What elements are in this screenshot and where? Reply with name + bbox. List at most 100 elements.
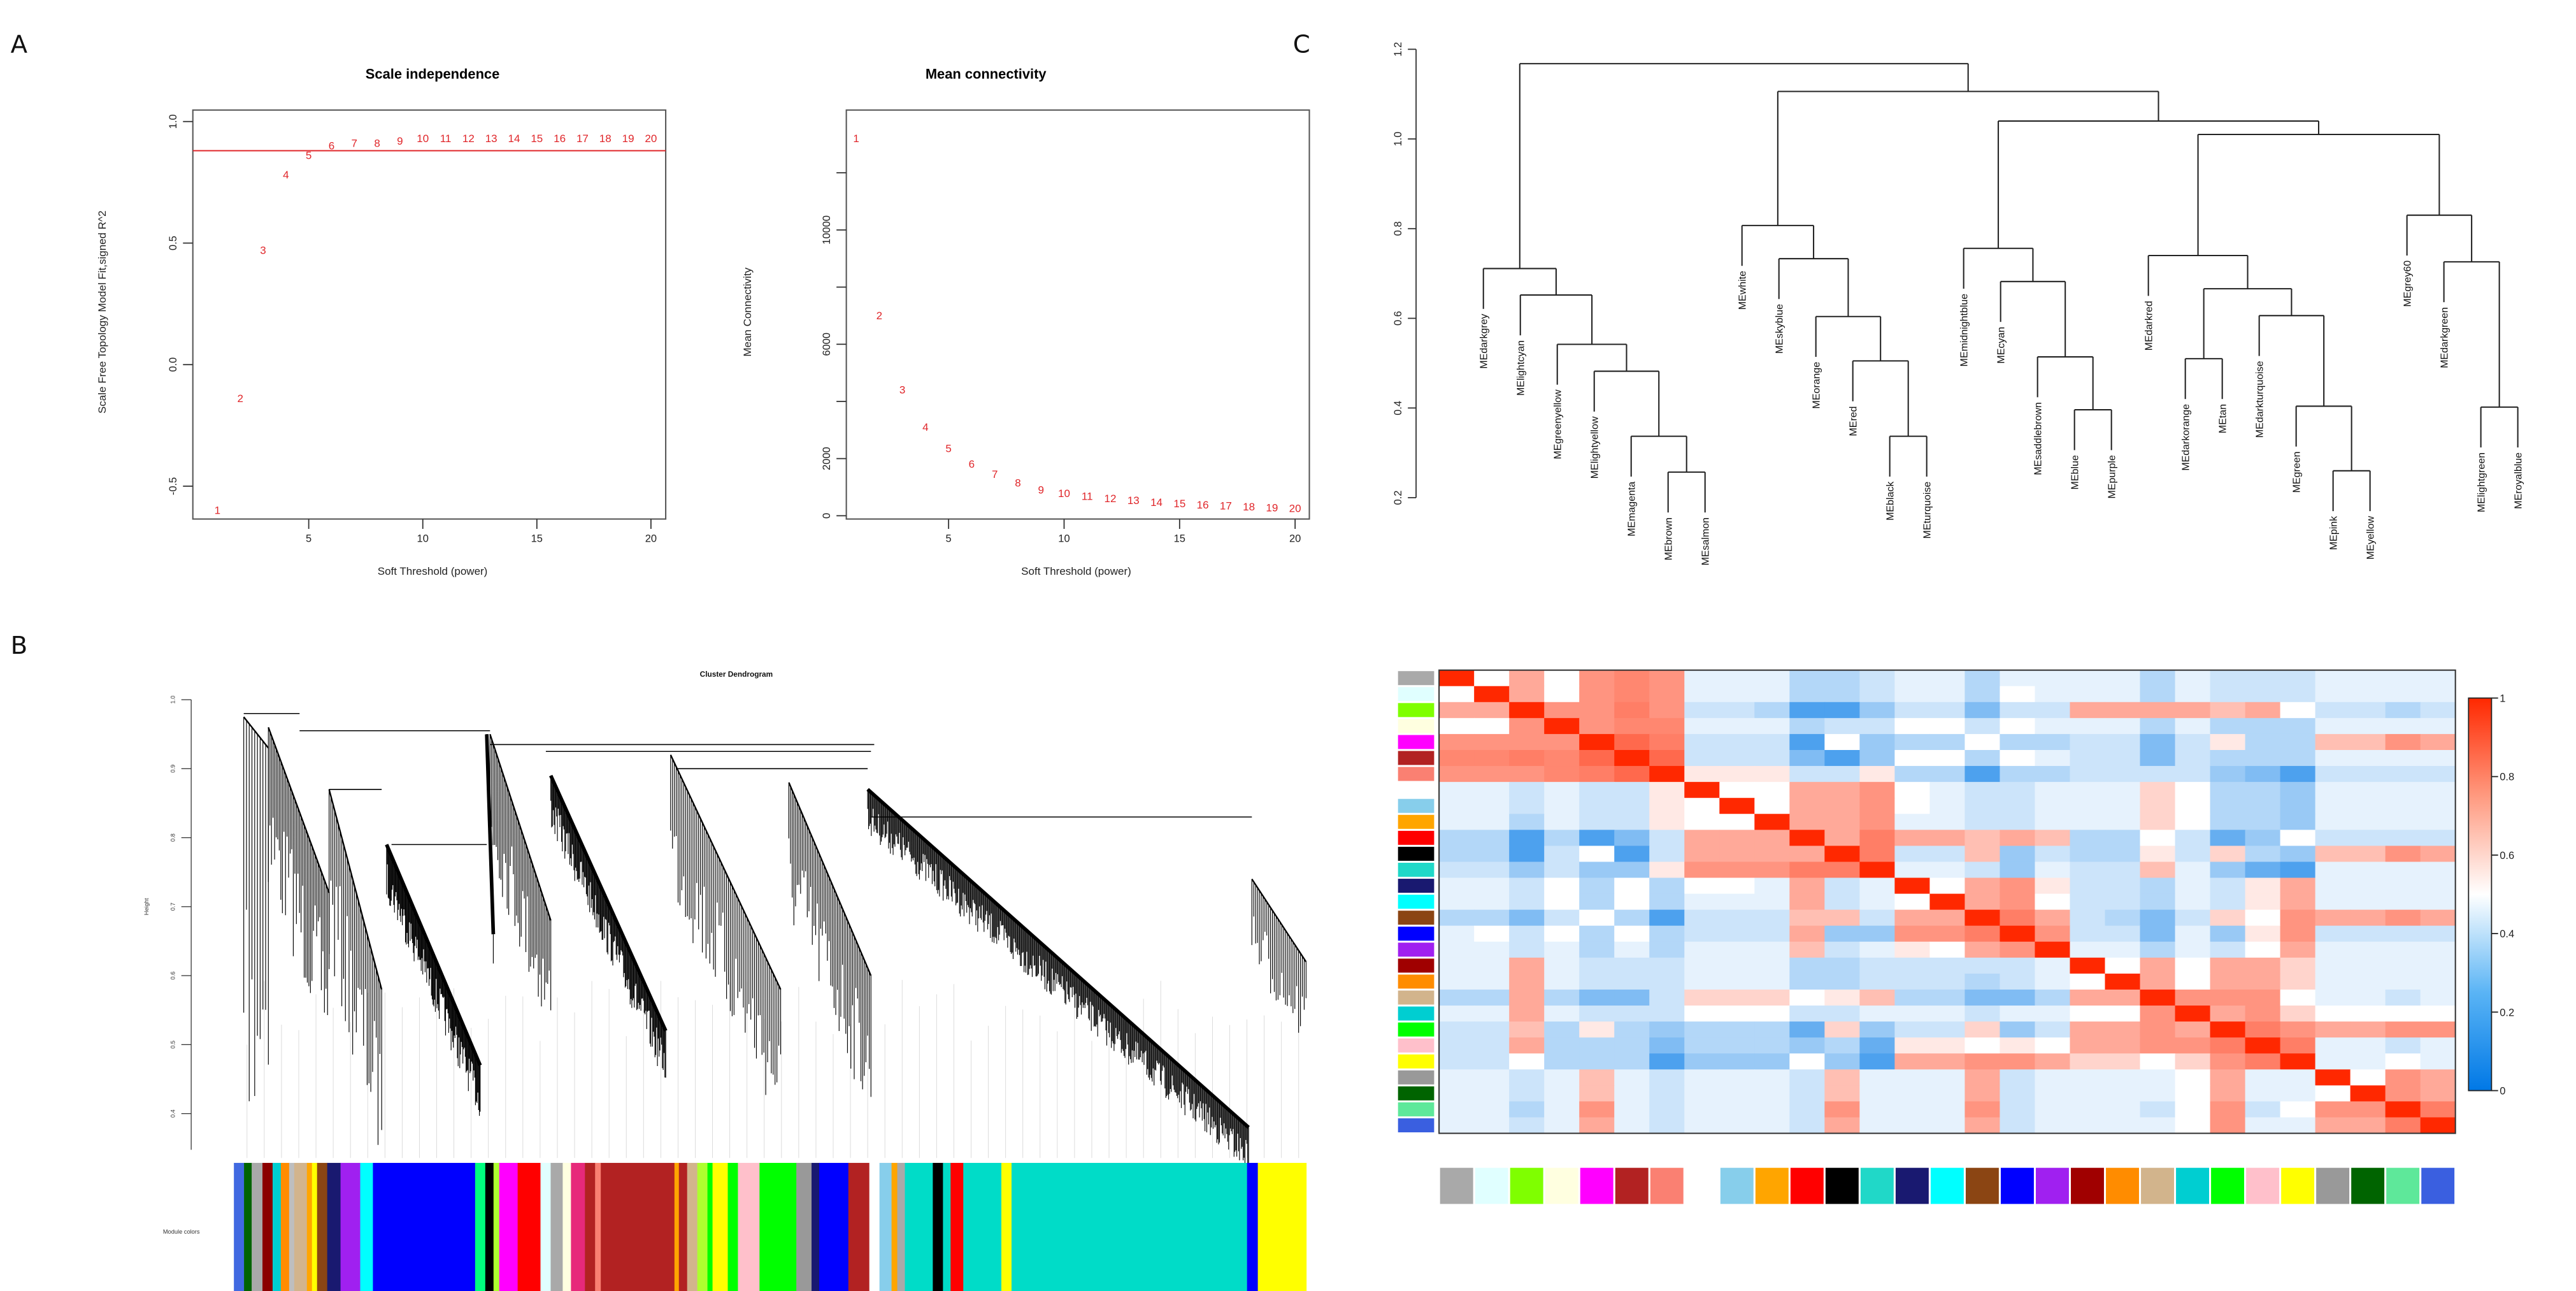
branch-spine bbox=[866, 788, 1250, 1129]
heatmap-cell bbox=[2035, 814, 2071, 831]
leaf-label: MEgreen bbox=[2291, 452, 2302, 493]
heatmap-cell bbox=[1964, 814, 2001, 831]
heatmap-cell bbox=[1859, 1021, 1896, 1038]
heatmap-cell bbox=[2000, 909, 2036, 927]
heatmap-cell bbox=[1474, 782, 1510, 798]
heatmap-cell bbox=[1579, 846, 1615, 863]
heatmap-cell bbox=[2385, 941, 2421, 958]
heatmap-cell bbox=[2175, 893, 2211, 911]
heatmap-cell bbox=[2000, 877, 2036, 895]
eigengene-dendrogram: 0.2 0.4 0.6 0.8 1.0 1.2 MEbrown MEsalmon MEmagen… bbox=[1392, 42, 2524, 566]
y-tick-label: 0.7 bbox=[169, 902, 176, 911]
heatmap-cells bbox=[1398, 670, 2456, 1204]
heatmap-cell bbox=[2420, 989, 2456, 1006]
heatmap-cell bbox=[1859, 1101, 1896, 1118]
heatmap-cell bbox=[2245, 670, 2281, 687]
heatmap-cell bbox=[2245, 798, 2281, 815]
heatmap-cell bbox=[2385, 718, 2421, 735]
heatmap-cell bbox=[2105, 925, 2141, 942]
heatmap-cell bbox=[1439, 733, 1475, 751]
heatmap-cell bbox=[1789, 782, 1826, 798]
data-point-label: 9 bbox=[1038, 484, 1043, 496]
heatmap-cell bbox=[1544, 877, 1580, 895]
heatmap-cell bbox=[1789, 1021, 1826, 1038]
data-point-label: 15 bbox=[1173, 498, 1185, 510]
heatmap-cell bbox=[1544, 830, 1580, 847]
data-point-label: 6 bbox=[329, 140, 334, 152]
heatmap-cell bbox=[1579, 925, 1615, 942]
branch-cluster bbox=[489, 734, 552, 1011]
heatmap-cell bbox=[2280, 957, 2316, 974]
module-color-block bbox=[485, 1162, 494, 1291]
heatmap-cell bbox=[1789, 925, 1826, 942]
leaf-label: MEorange bbox=[1811, 362, 1822, 409]
heatmap-cell bbox=[2140, 1053, 2176, 1071]
heatmap-cell bbox=[2280, 733, 2316, 751]
heatmap-cell bbox=[2280, 862, 2316, 879]
heatmap-cell bbox=[2210, 1101, 2246, 1118]
heatmap-cell bbox=[2245, 718, 2281, 735]
x-axis-label: Soft Threshold (power) bbox=[1021, 565, 1131, 577]
heatmap-cell bbox=[1719, 1006, 1756, 1022]
heatmap-cell bbox=[2420, 893, 2456, 911]
leaf-label: MEroyalblue bbox=[2513, 452, 2524, 509]
heatmap-cell bbox=[2245, 766, 2281, 783]
heatmap-cell bbox=[2175, 1053, 2211, 1071]
heatmap-cell bbox=[1929, 766, 1966, 783]
heatmap-cell bbox=[1544, 1117, 1580, 1134]
module-color-block bbox=[306, 1162, 313, 1291]
heatmap-cell bbox=[1964, 1053, 2001, 1071]
heatmap-cell bbox=[2420, 1069, 2456, 1086]
y-tick-label: 2000 bbox=[821, 447, 833, 470]
module-color-block bbox=[1257, 1162, 1307, 1291]
module-color-block bbox=[234, 1162, 245, 1291]
heatmap-cell bbox=[2140, 1006, 2176, 1022]
heatmap-cell bbox=[1789, 862, 1826, 879]
heatmap-cell bbox=[1684, 814, 1721, 831]
heatmap-cell bbox=[2210, 846, 2246, 863]
heatmap-cell bbox=[2210, 814, 2246, 831]
heatmap-cell bbox=[1964, 670, 2001, 687]
heatmap-cell bbox=[2315, 877, 2351, 895]
heatmap-cell bbox=[1614, 877, 1650, 895]
heatmap-cell bbox=[2280, 702, 2316, 719]
column-module-swatch bbox=[1650, 1167, 1684, 1204]
heatmap-cell bbox=[2175, 1037, 2211, 1054]
leaf-label: MEtan bbox=[2217, 404, 2228, 433]
heatmap-cell bbox=[1614, 1021, 1650, 1038]
heatmap-cell bbox=[1544, 893, 1580, 911]
heatmap-cell bbox=[2105, 782, 2141, 798]
heatmap-cell bbox=[2280, 766, 2316, 783]
heatmap-cell bbox=[1929, 782, 1966, 798]
heatmap-cell bbox=[2070, 909, 2106, 927]
heatmap-cell bbox=[1824, 1069, 1861, 1086]
heatmap-cell bbox=[2035, 1037, 2071, 1054]
heatmap-cell bbox=[1509, 733, 1545, 751]
heatmap-cell bbox=[2245, 877, 2281, 895]
heatmap-cell bbox=[1824, 893, 1861, 911]
heatmap-cell bbox=[1894, 733, 1931, 751]
heatmap-cell bbox=[2105, 846, 2141, 863]
heatmap-cell bbox=[2385, 1053, 2421, 1071]
heatmap-cell bbox=[1929, 989, 1966, 1006]
heatmap-cell bbox=[2210, 718, 2246, 735]
heatmap-cell bbox=[2385, 973, 2421, 990]
heatmap-cell bbox=[2420, 925, 2456, 942]
module-color-block bbox=[819, 1162, 849, 1291]
heatmap-cell bbox=[2000, 1053, 2036, 1071]
heatmap-cell bbox=[1474, 846, 1510, 863]
heatmap-cell bbox=[1754, 846, 1791, 863]
branch-spine bbox=[669, 754, 782, 990]
column-module-swatch bbox=[1580, 1167, 1614, 1204]
x-tick-label: 5 bbox=[306, 533, 311, 545]
heatmap-cell bbox=[1614, 1101, 1650, 1118]
leaf-label: MElightgreen bbox=[2476, 452, 2487, 512]
heatmap-cell bbox=[2350, 1037, 2386, 1054]
heatmap-cell bbox=[2175, 957, 2211, 974]
heatmap-cell bbox=[1719, 766, 1756, 783]
heatmap-cell bbox=[1509, 1037, 1545, 1054]
data-point-label: 7 bbox=[352, 138, 357, 150]
heatmap-cell bbox=[1474, 909, 1510, 927]
module-color-block bbox=[311, 1162, 318, 1291]
heatmap-cell bbox=[1509, 925, 1545, 942]
